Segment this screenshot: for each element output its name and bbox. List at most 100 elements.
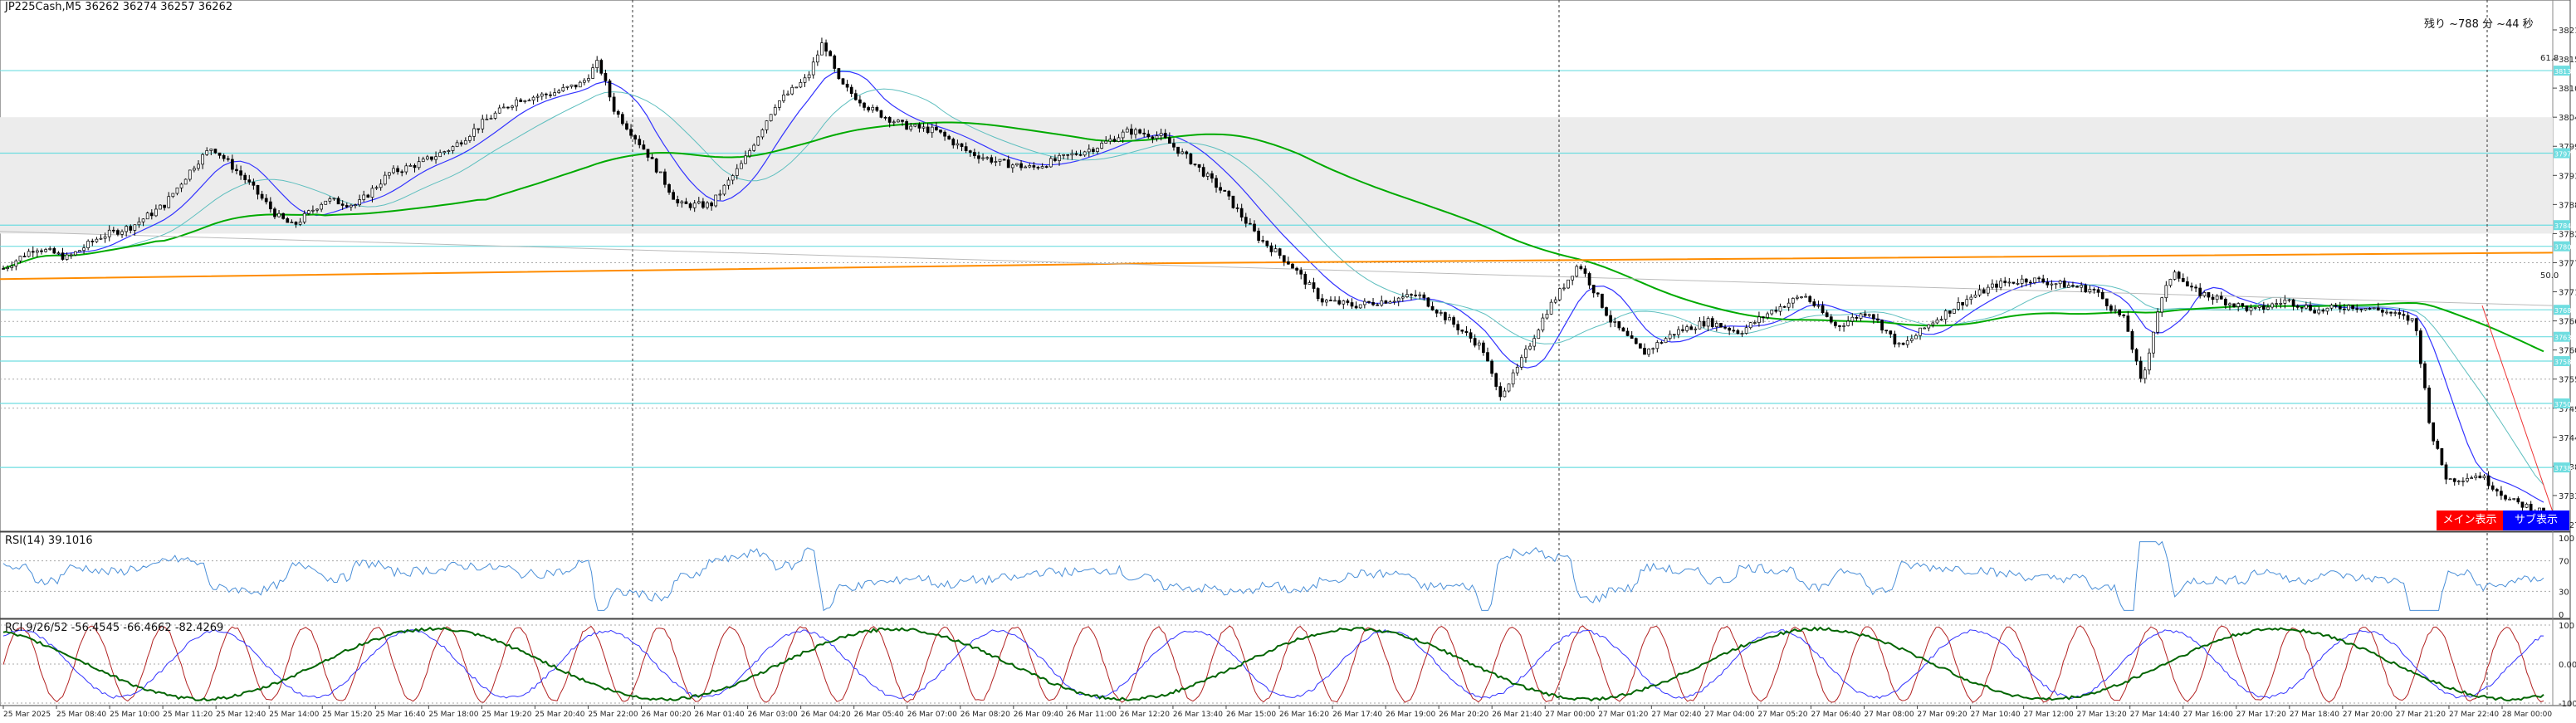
- candle-body: [1710, 318, 1714, 327]
- candle-body: [2202, 292, 2207, 296]
- candle-body: [875, 107, 879, 111]
- candle-body: [2104, 298, 2109, 306]
- candle-body: [481, 119, 485, 129]
- candle-body: [1142, 132, 1146, 134]
- candle-body: [1312, 282, 1316, 289]
- candle-body: [1787, 302, 1791, 308]
- candle-body: [1019, 163, 1023, 169]
- candle-body: [2224, 298, 2227, 305]
- candle-body: [2343, 308, 2346, 310]
- candle-body: [2058, 281, 2062, 285]
- candle-body: [179, 183, 183, 188]
- price-tick-label: 37496: [2559, 405, 2576, 414]
- candle-body: [320, 203, 323, 210]
- candle-body: [837, 68, 841, 80]
- candle-body: [1265, 240, 1269, 247]
- candle-body: [858, 99, 862, 104]
- candle-body: [951, 139, 956, 146]
- candle-body: [2168, 279, 2173, 286]
- candle-body: [2398, 312, 2402, 315]
- candle-body: [2236, 303, 2241, 307]
- candle-body: [2334, 305, 2338, 307]
- candle-body: [1507, 383, 1511, 392]
- candle-body: [1176, 146, 1180, 154]
- time-tick-label: 27 Mar 17:20: [2236, 711, 2286, 719]
- candle-body: [1532, 338, 1537, 347]
- candle-body: [773, 107, 777, 115]
- candle-body: [2516, 498, 2520, 503]
- candle-body: [1634, 338, 1638, 344]
- price-tick-label: 37936: [2559, 172, 2576, 181]
- candle-body: [2283, 299, 2287, 304]
- candle-body: [2007, 281, 2011, 284]
- candle-body: [680, 201, 684, 203]
- candle-body: [684, 201, 688, 204]
- candle-body: [472, 128, 476, 137]
- price-tick-label: 37331: [2559, 492, 2576, 501]
- candle-body: [740, 163, 743, 169]
- candle-body: [1791, 298, 1795, 304]
- candle-body: [807, 74, 811, 79]
- candle-body: [396, 168, 399, 173]
- candle-body: [1498, 386, 1503, 398]
- candle-body: [1855, 316, 1859, 319]
- candle-body: [442, 151, 447, 154]
- candle-body: [833, 55, 837, 69]
- candle-body: [1567, 279, 1570, 289]
- candle-body: [340, 203, 345, 206]
- candle-body: [1482, 342, 1485, 353]
- candle-body: [1630, 335, 1634, 340]
- candle-body: [1444, 312, 1447, 320]
- candle-body: [1299, 270, 1303, 275]
- candle-body: [1273, 248, 1278, 252]
- time-tick-label: 27 Mar 22:40: [2449, 711, 2499, 719]
- candle-body: [1163, 133, 1167, 139]
- candle-body: [1931, 322, 1935, 325]
- candle-body: [1812, 301, 1816, 306]
- candle-body: [638, 139, 642, 145]
- candle-body: [1346, 300, 1350, 303]
- candle-body: [672, 192, 675, 200]
- candle-body: [752, 144, 756, 151]
- candle-body: [27, 251, 31, 257]
- sub-view-button[interactable]: サブ表示: [2503, 510, 2569, 530]
- candle-body: [1362, 300, 1366, 305]
- candle-body: [1999, 281, 2002, 288]
- candle-body: [2347, 305, 2350, 310]
- candle-body: [268, 201, 272, 210]
- candle-body: [1503, 390, 1507, 398]
- candle-body: [1371, 301, 1375, 305]
- candle-body: [574, 84, 578, 88]
- candle-body: [1905, 340, 1909, 345]
- candle-body: [629, 129, 633, 136]
- candle-body: [1354, 305, 1358, 309]
- candle-body: [1829, 316, 1833, 323]
- candle-body: [2508, 498, 2511, 501]
- candle-body: [2109, 305, 2113, 311]
- candle-body: [1953, 309, 1956, 314]
- time-tick-label: 26 Mar 05:40: [854, 711, 904, 719]
- candle-body: [73, 251, 77, 256]
- candle-body: [608, 81, 612, 98]
- candle-body: [421, 159, 425, 163]
- time-tick-label: 27 Mar 16:00: [2183, 711, 2233, 719]
- candle-body: [2355, 308, 2359, 310]
- candle-body: [1287, 261, 1290, 265]
- candle-body: [2173, 271, 2177, 280]
- candle-body: [1821, 305, 1825, 314]
- candle-body: [383, 174, 387, 185]
- candle-body: [1278, 248, 1282, 256]
- candle-body: [1732, 330, 1736, 332]
- candle-body: [2300, 306, 2304, 309]
- candle-body: [2338, 305, 2342, 310]
- candle-body: [1859, 313, 1863, 319]
- candle-body: [2261, 305, 2266, 310]
- candle-body: [1062, 154, 1065, 156]
- candle-body: [273, 208, 276, 217]
- time-tick-label: 27 Mar 09:20: [1918, 711, 1967, 719]
- main-view-button[interactable]: メイン表示: [2437, 510, 2503, 530]
- time-tick-label: 26 Mar 11:00: [1067, 711, 1117, 719]
- candle-body: [417, 161, 421, 169]
